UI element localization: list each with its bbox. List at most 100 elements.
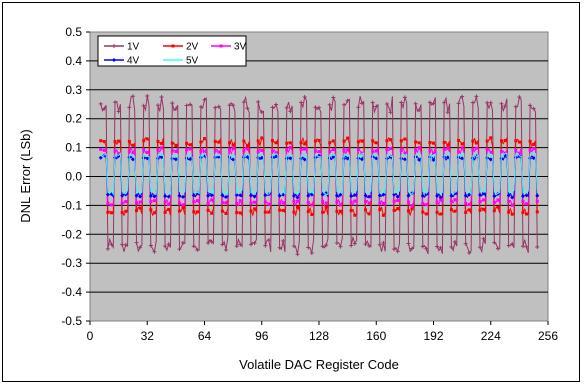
data-point bbox=[159, 155, 164, 160]
data-point bbox=[171, 44, 175, 48]
data-point bbox=[213, 139, 217, 143]
y-axis-ticks: 0.5 0.4 0.3 0.2 0.1 0.0 -0.1 -0.2 -0.3 -0.4 -0.5 bbox=[61, 25, 90, 328]
data-point bbox=[467, 250, 472, 255]
data-point bbox=[166, 194, 171, 199]
data-point bbox=[152, 199, 156, 203]
data-point bbox=[381, 240, 386, 245]
data-point bbox=[374, 141, 378, 145]
data-point bbox=[520, 194, 525, 199]
data-point bbox=[252, 241, 257, 246]
data-point bbox=[181, 205, 185, 209]
data-point bbox=[106, 210, 110, 214]
data-point bbox=[177, 201, 181, 205]
data-point bbox=[149, 208, 153, 212]
legend-entry-2V: 2V bbox=[163, 42, 199, 53]
x-tick-label: 0 bbox=[87, 329, 94, 343]
data-point bbox=[499, 150, 503, 154]
data-point bbox=[363, 193, 368, 198]
data-point bbox=[299, 100, 304, 105]
data-point bbox=[220, 242, 225, 247]
data-point bbox=[417, 146, 421, 150]
data-point bbox=[396, 199, 400, 203]
data-point bbox=[489, 150, 493, 154]
data-point bbox=[442, 147, 446, 151]
data-point bbox=[117, 152, 121, 156]
data-point bbox=[403, 137, 407, 141]
data-point bbox=[313, 149, 317, 153]
data-point bbox=[209, 193, 214, 198]
data-point bbox=[263, 243, 268, 248]
data-point bbox=[163, 210, 167, 214]
chart-frame: 0.5 0.4 0.3 0.2 0.1 0.0 -0.1 -0.2 -0.3 -0.4 -0.5 0… bbox=[2, 2, 580, 382]
data-point bbox=[453, 209, 457, 213]
data-point bbox=[105, 246, 110, 251]
data-point bbox=[359, 101, 364, 106]
data-point bbox=[449, 193, 454, 198]
data-point bbox=[102, 106, 107, 111]
data-point bbox=[120, 193, 125, 198]
data-point bbox=[503, 104, 508, 109]
data-point bbox=[285, 148, 289, 152]
data-point bbox=[445, 155, 450, 160]
data-point bbox=[288, 156, 293, 161]
data-point bbox=[514, 148, 518, 152]
data-point bbox=[506, 243, 511, 248]
data-point bbox=[181, 194, 186, 199]
data-point bbox=[145, 93, 150, 98]
data-point bbox=[356, 140, 360, 144]
data-point bbox=[317, 150, 321, 154]
data-point bbox=[385, 139, 389, 143]
data-point bbox=[99, 147, 103, 151]
data-point bbox=[288, 145, 292, 149]
data-point bbox=[281, 238, 286, 243]
data-point bbox=[98, 155, 103, 160]
data-point bbox=[223, 195, 228, 200]
data-point bbox=[112, 58, 116, 62]
data-point bbox=[299, 141, 303, 145]
data-point bbox=[360, 139, 364, 143]
data-point bbox=[295, 252, 300, 257]
series-3V bbox=[99, 145, 539, 208]
data-point bbox=[374, 149, 378, 153]
x-tick-label: 96 bbox=[255, 329, 269, 343]
legend-entry-1V: 1V bbox=[104, 42, 140, 53]
data-point bbox=[198, 104, 203, 109]
data-point bbox=[399, 148, 403, 152]
data-point bbox=[135, 201, 139, 205]
data-point bbox=[328, 149, 332, 153]
legend-label: 4V bbox=[127, 56, 140, 67]
data-point bbox=[442, 100, 447, 105]
data-point bbox=[249, 209, 253, 213]
data-point bbox=[291, 193, 296, 198]
data-point bbox=[321, 199, 325, 203]
data-point bbox=[130, 94, 135, 99]
y-tick-label: -0.1 bbox=[61, 198, 82, 212]
data-point bbox=[503, 138, 507, 142]
data-point bbox=[331, 95, 336, 100]
data-point bbox=[324, 243, 329, 248]
data-point bbox=[152, 249, 157, 254]
data-point bbox=[392, 200, 396, 204]
data-point bbox=[453, 198, 457, 202]
y-axis-title: DNL Error (LSb) bbox=[18, 129, 33, 222]
data-point bbox=[420, 244, 425, 249]
data-point bbox=[227, 103, 232, 108]
data-point bbox=[470, 100, 475, 105]
data-point bbox=[449, 199, 453, 203]
data-point bbox=[449, 244, 454, 249]
data-point bbox=[331, 154, 336, 159]
data-point bbox=[510, 195, 515, 200]
data-point bbox=[446, 146, 450, 150]
series-5V bbox=[100, 151, 538, 196]
data-point bbox=[381, 192, 386, 197]
data-point bbox=[359, 157, 364, 162]
data-point bbox=[528, 103, 533, 108]
data-point bbox=[424, 246, 429, 251]
data-point bbox=[274, 102, 279, 107]
data-point bbox=[135, 209, 139, 213]
data-point bbox=[281, 208, 285, 212]
data-point bbox=[420, 193, 425, 198]
data-point bbox=[127, 139, 131, 143]
data-point bbox=[331, 148, 335, 152]
data-point bbox=[449, 208, 453, 212]
